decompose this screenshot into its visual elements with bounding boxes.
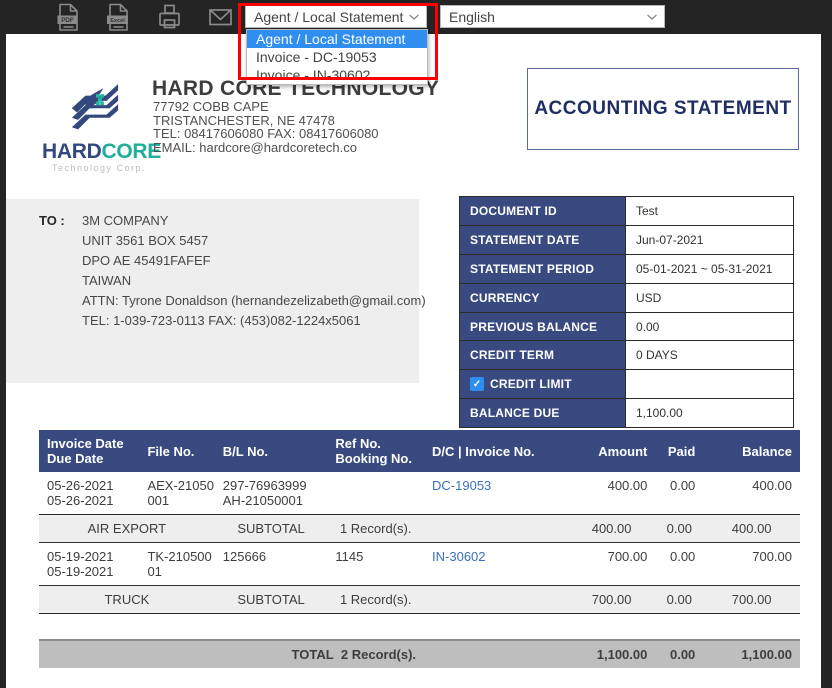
svg-text:PDF: PDF — [61, 17, 74, 24]
svg-text:Excel: Excel — [110, 18, 125, 24]
